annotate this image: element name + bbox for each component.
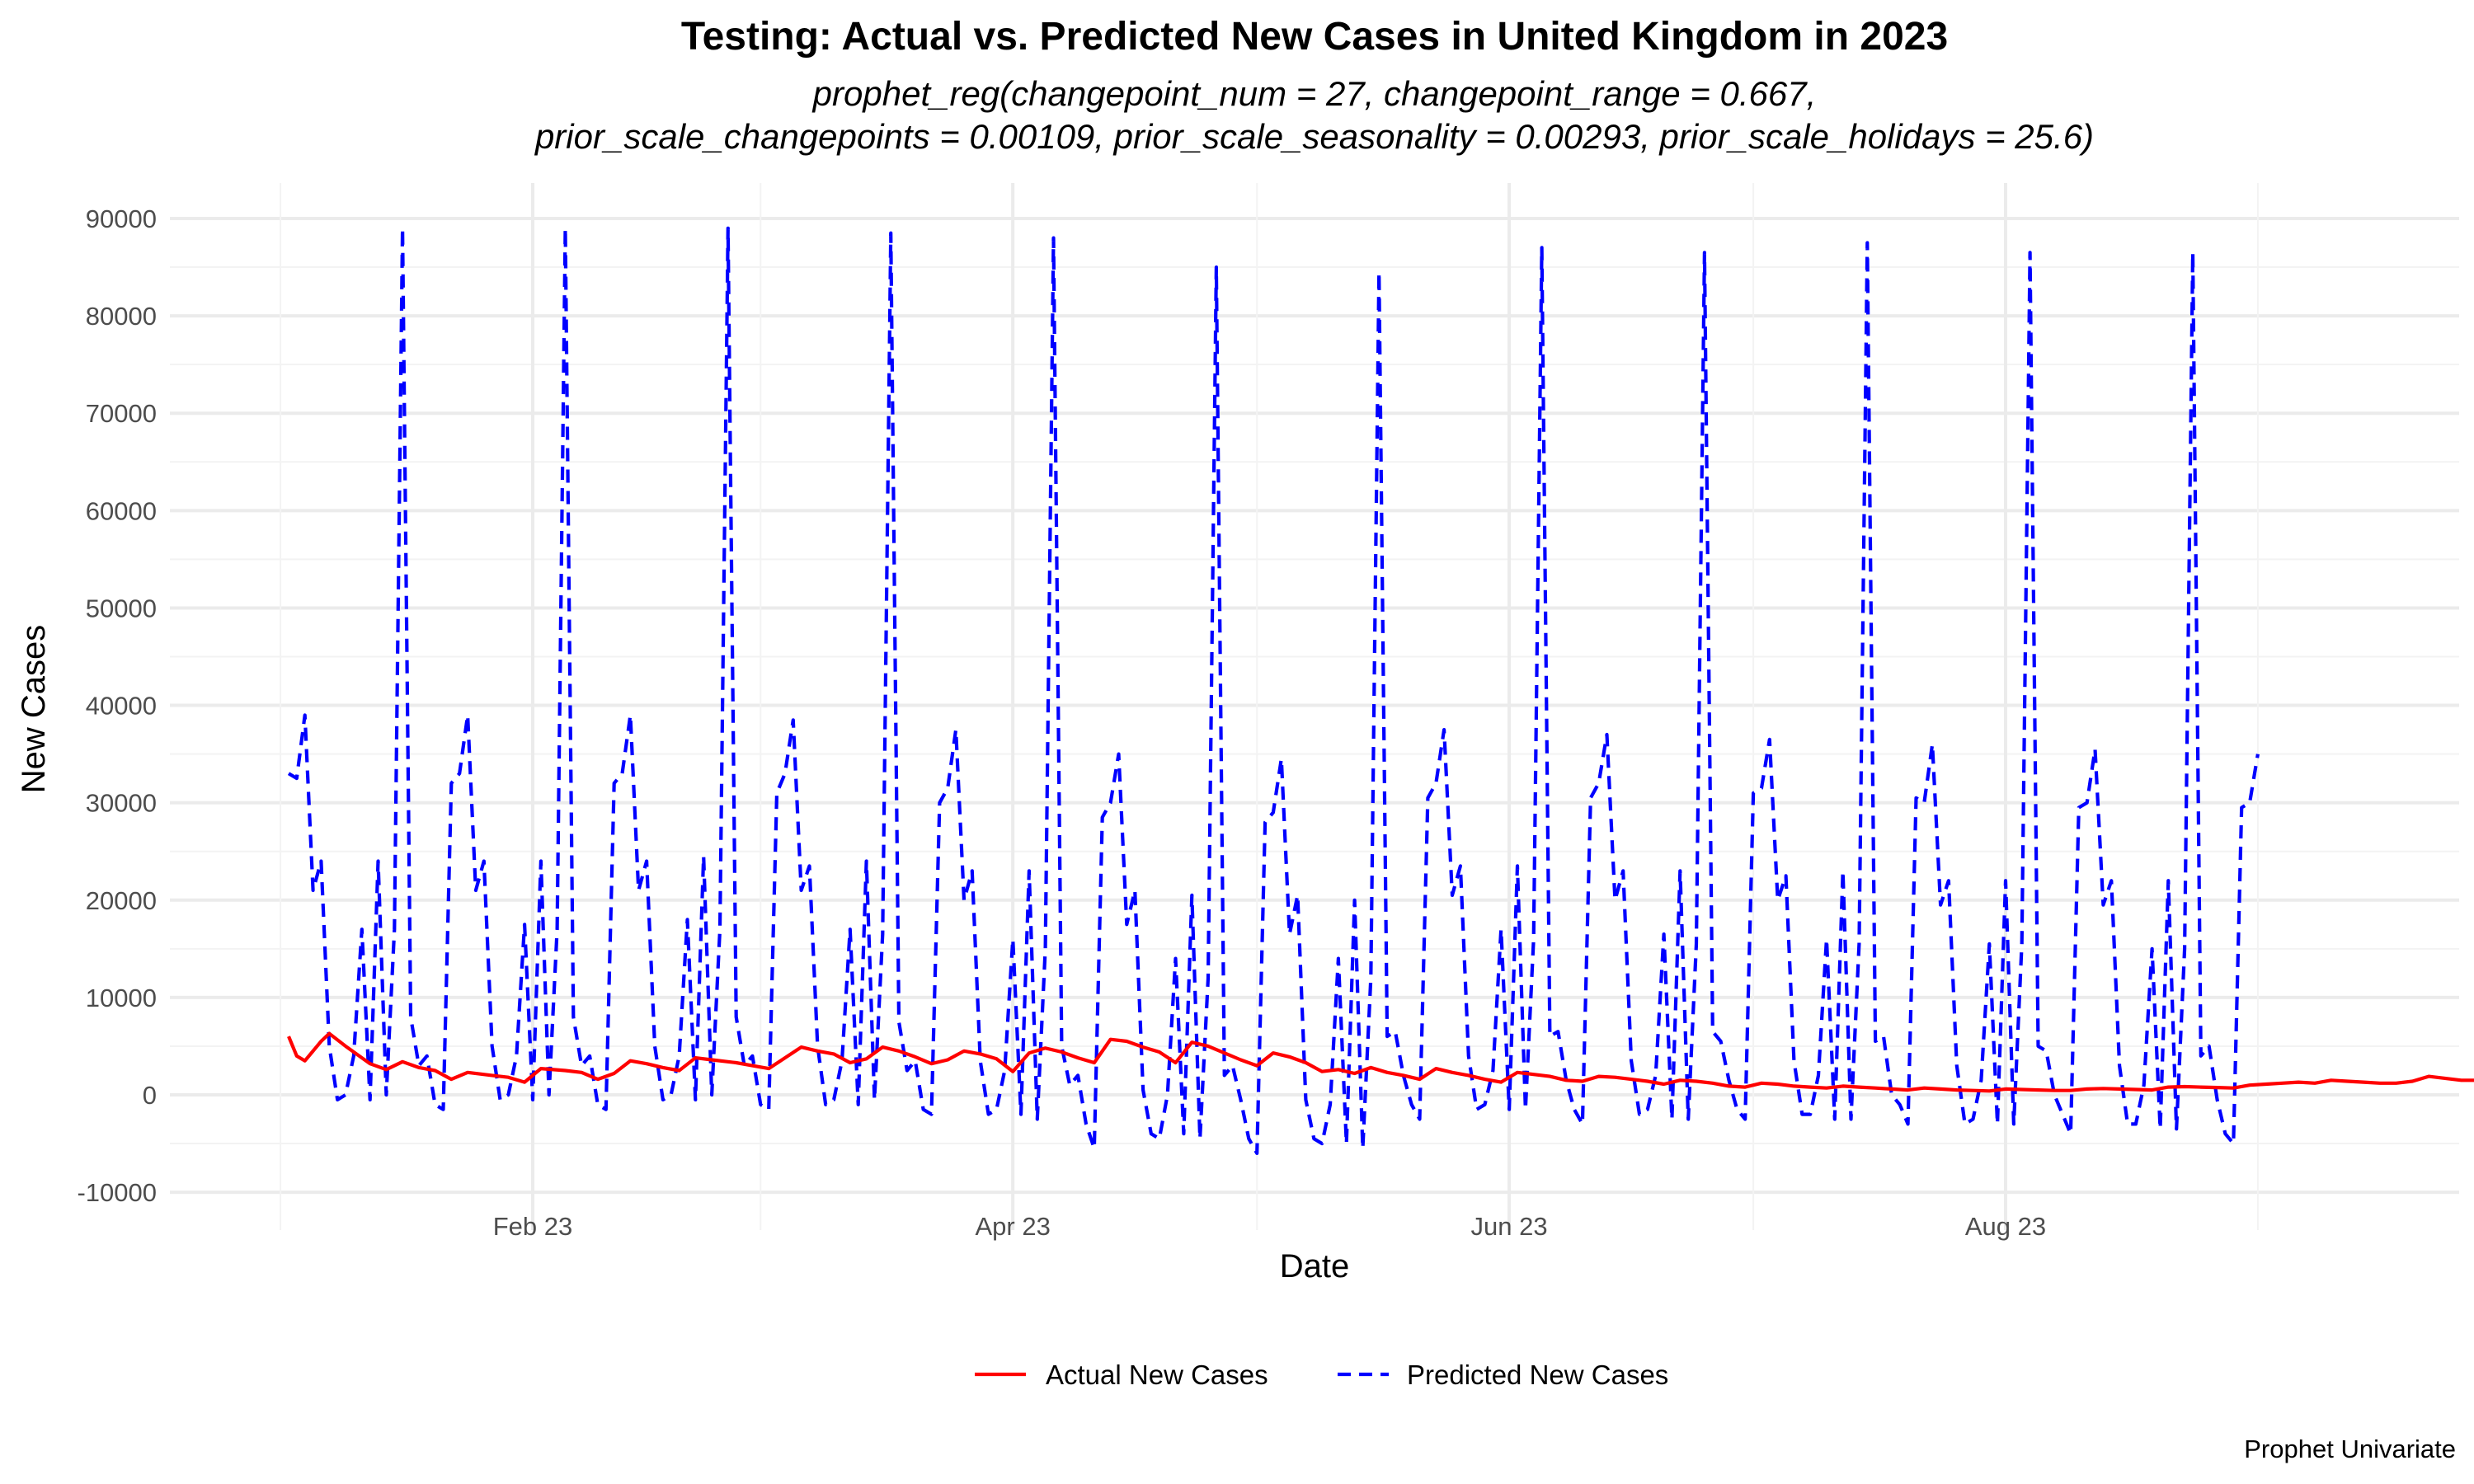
grid — [170, 183, 2459, 1230]
chart-caption: Prophet Univariate — [2244, 1435, 2456, 1463]
y-tick-label: 10000 — [86, 984, 157, 1012]
y-tick-label: 0 — [143, 1081, 157, 1110]
x-axis-title: Date — [1280, 1248, 1350, 1284]
y-axis-title: New Cases — [16, 625, 52, 794]
y-tick-label: 90000 — [86, 204, 157, 233]
x-axis-ticks: Feb 23 Apr 23 Jun 23 Aug 23 — [493, 1212, 2046, 1241]
y-tick-label: 60000 — [86, 496, 157, 525]
x-tick-label: Aug 23 — [1965, 1212, 2046, 1241]
y-tick-label: 20000 — [86, 886, 157, 915]
chart-title: Testing: Actual vs. Predicted New Cases … — [681, 15, 1948, 59]
series-line-predicted — [287, 226, 2260, 1156]
y-tick-label: 80000 — [86, 302, 157, 331]
y-axis-ticks: -10000 0 10000 20000 30000 40000 50000 60000 700… — [77, 204, 157, 1207]
y-tick-label: 70000 — [86, 399, 157, 428]
legend-label-actual: Actual New Cases — [1046, 1360, 1268, 1390]
x-tick-label: Jun 23 — [1471, 1212, 1548, 1241]
series-lines — [287, 226, 2474, 1156]
legend: Actual New Cases Predicted New Cases — [975, 1360, 1668, 1390]
y-tick-label: -10000 — [77, 1178, 157, 1207]
chart-subtitle-line-1: prophet_reg(changepoint_num = 27, change… — [811, 74, 1817, 113]
y-tick-label: 30000 — [86, 789, 157, 818]
chart-subtitle-line-2: prior_scale_changepoints = 0.00109, prio… — [534, 117, 2094, 156]
legend-label-predicted: Predicted New Cases — [1407, 1360, 1668, 1390]
series-line-actual — [287, 1031, 2474, 1093]
y-tick-label: 50000 — [86, 594, 157, 622]
x-tick-label: Feb 23 — [493, 1212, 573, 1241]
y-tick-label: 40000 — [86, 692, 157, 721]
x-tick-label: Apr 23 — [976, 1212, 1051, 1241]
